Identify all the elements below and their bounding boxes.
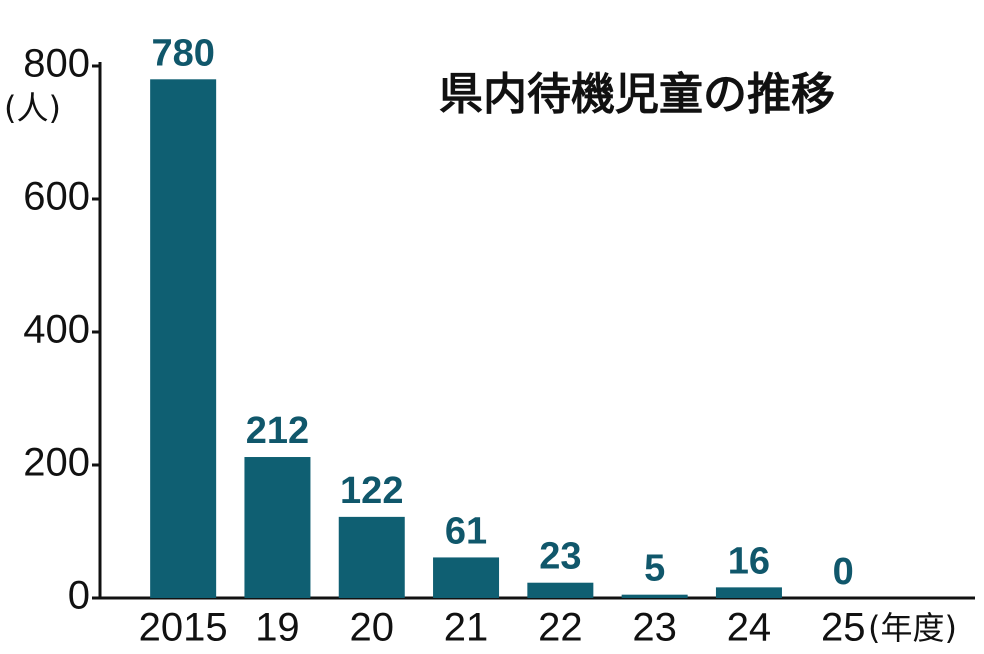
y-tick-label: 600 [23, 175, 90, 219]
y-tick-label: 200 [23, 441, 90, 485]
x-tick-label: 23 [632, 606, 677, 650]
value-label: 122 [340, 470, 403, 512]
x-tick-label: 21 [444, 606, 489, 650]
x-tick-label: 22 [538, 606, 583, 650]
y-tick-label: 800 [23, 42, 90, 86]
x-tick-label: 20 [350, 606, 395, 650]
x-unit: (年度) [868, 609, 957, 647]
value-label: 5 [644, 548, 665, 590]
bar [244, 457, 311, 598]
value-label: 212 [246, 410, 309, 452]
bar [715, 587, 782, 598]
bar [621, 594, 688, 598]
bar [433, 557, 500, 598]
value-label: 780 [151, 32, 214, 74]
x-tick-label: 24 [727, 606, 772, 650]
value-label: 0 [833, 551, 854, 593]
y-tick-label: 0 [68, 574, 90, 618]
value-label: 16 [728, 540, 770, 582]
value-label: 61 [445, 510, 487, 552]
bar [150, 79, 217, 599]
x-tick-label: 2015 [139, 606, 228, 650]
chart-title: 県内待機児童の推移 [439, 69, 835, 120]
bar [527, 582, 594, 598]
bar [338, 516, 405, 598]
y-tick-label: 400 [23, 308, 90, 352]
x-tick-label: 25 [821, 606, 866, 650]
value-label: 23 [539, 536, 581, 578]
y-unit: (人) [4, 89, 61, 127]
x-tick-label: 19 [255, 606, 300, 650]
